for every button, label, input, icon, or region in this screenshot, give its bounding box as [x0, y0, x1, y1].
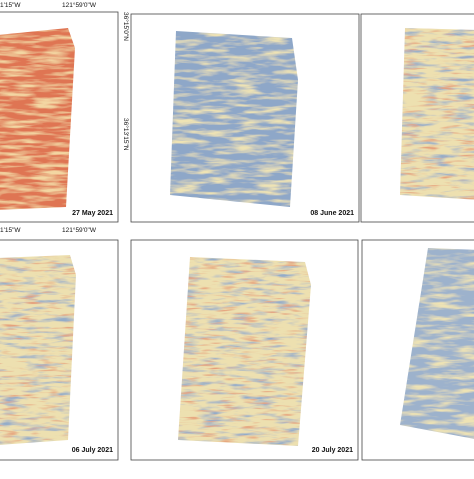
coord-label: 121°59'0"W: [62, 1, 97, 9]
date-label: 08 June 2021: [310, 210, 354, 217]
map: [170, 31, 298, 207]
coord-label: 1'15"W: [0, 2, 21, 9]
date-label: 27 May 2021: [72, 210, 113, 217]
map: [400, 248, 474, 439]
coord-label: 121°59'0"W: [62, 226, 97, 234]
coord-label: 36°15'0"N: [122, 12, 130, 41]
map: [178, 257, 311, 446]
map: [0, 28, 75, 210]
coord-label: 1'15"W: [0, 227, 21, 234]
date-label: 06 July 2021: [72, 447, 113, 454]
date-label: 20 July 2021: [312, 447, 353, 454]
map: [400, 28, 474, 200]
map: [0, 255, 76, 445]
coord-label: 36°13'15"N: [122, 118, 130, 151]
